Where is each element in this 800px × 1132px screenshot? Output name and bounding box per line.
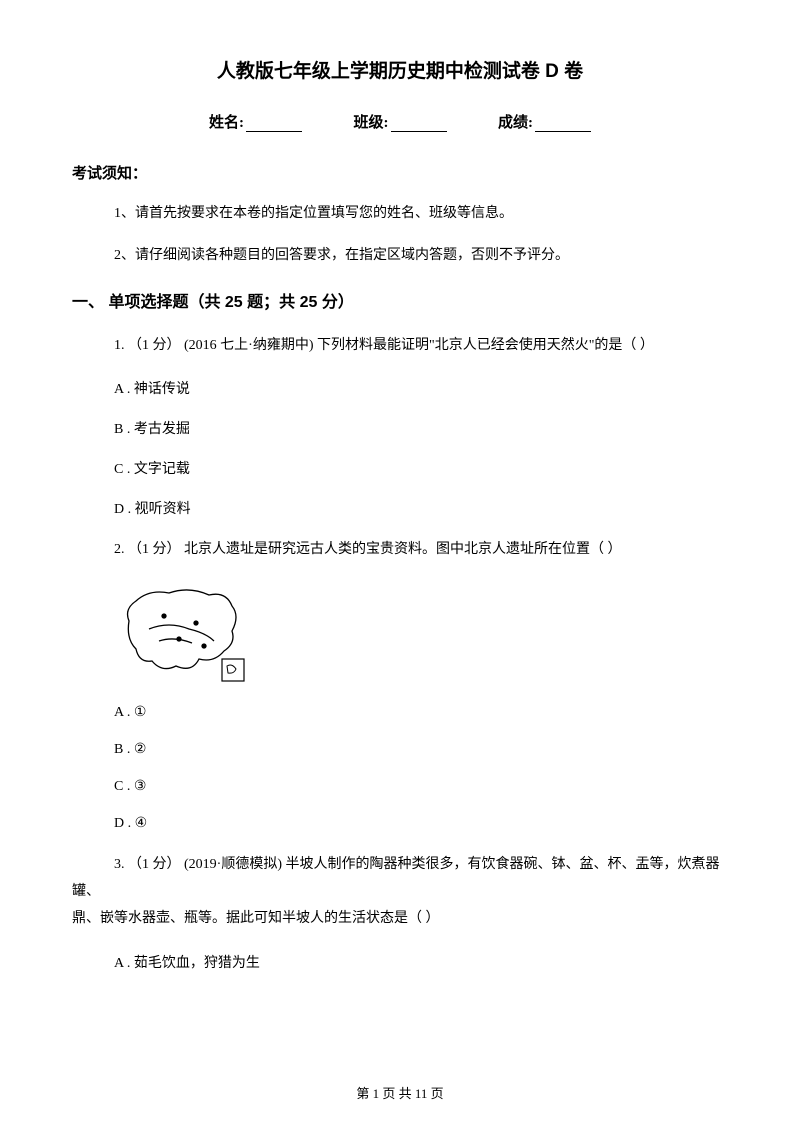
question-1-choice-d: D . 视听资料 xyxy=(114,498,728,518)
name-label: 姓名: xyxy=(209,115,244,131)
question-3-choice-a: A . 茹毛饮血，狩猎为生 xyxy=(114,952,728,972)
question-3-line2: 鼎、嵌等水器壶、瓶等。据此可知半坡人的生活状态是（ ） xyxy=(72,911,440,926)
class-label: 班级: xyxy=(354,115,389,131)
question-1-choice-b: B . 考古发掘 xyxy=(114,418,728,438)
name-blank[interactable] xyxy=(246,117,302,132)
china-map-icon xyxy=(114,581,728,686)
notice-item-1: 1、请首先按要求在本卷的指定位置填写您的姓名、班级等信息。 xyxy=(114,203,728,225)
question-3-line1: 3. （1 分） (2019·顺德模拟) 半坡人制作的陶器种类很多，有饮食器碗、… xyxy=(72,852,728,905)
question-2-choice-b: B . ② xyxy=(114,741,728,758)
question-2-choice-d: D . ④ xyxy=(114,815,728,832)
exam-title: 人教版七年级上学期历史期中检测试卷 D 卷 xyxy=(72,56,728,83)
question-1-stem: 1. （1 分） (2016 七上·纳雍期中) 下列材料最能证明"北京人已经会使… xyxy=(114,334,728,358)
question-1-choice-c: C . 文字记载 xyxy=(114,458,728,478)
question-2-stem: 2. （1 分） 北京人遗址是研究远古人类的宝贵资料。图中北京人遗址所在位置（ … xyxy=(114,538,728,562)
notice-item-2: 2、请仔细阅读各种题目的回答要求，在指定区域内答题，否则不予评分。 xyxy=(114,245,728,267)
score-label: 成绩: xyxy=(498,115,533,131)
question-2-choice-a: A . ① xyxy=(114,704,728,721)
question-1-choice-a: A . 神话传说 xyxy=(114,378,728,398)
question-3-stem: 3. （1 分） (2019·顺德模拟) 半坡人制作的陶器种类很多，有饮食器碗、… xyxy=(72,852,728,932)
question-2-choice-c: C . ③ xyxy=(114,778,728,795)
page-footer: 第 1 页 共 11 页 xyxy=(0,1083,800,1102)
score-blank[interactable] xyxy=(535,117,591,132)
notice-heading: 考试须知： xyxy=(72,162,728,183)
section-heading: 一、 单项选择题（共 25 题；共 25 分） xyxy=(72,288,728,312)
student-info-line: 姓名: 班级: 成绩: xyxy=(72,111,728,132)
class-blank[interactable] xyxy=(391,117,447,132)
